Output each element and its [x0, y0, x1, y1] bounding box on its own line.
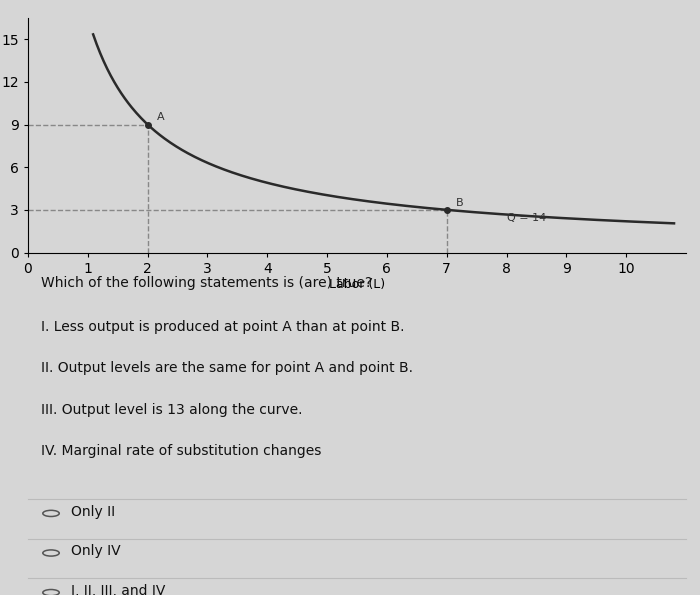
Text: IV. Marginal rate of substitution changes: IV. Marginal rate of substitution change… [41, 444, 321, 458]
Text: III. Output level is 13 along the curve.: III. Output level is 13 along the curve. [41, 403, 302, 416]
Text: I, II, III, and IV: I, II, III, and IV [71, 584, 165, 595]
Text: I. Less output is produced at point A than at point B.: I. Less output is produced at point A th… [41, 320, 405, 334]
Text: Q = 14: Q = 14 [507, 214, 546, 223]
Text: Which of the following statements is (are) true?: Which of the following statements is (ar… [41, 276, 372, 290]
Text: Only IV: Only IV [71, 544, 120, 559]
Text: B: B [456, 198, 463, 208]
X-axis label: Labor (L): Labor (L) [329, 278, 385, 292]
Text: Only II: Only II [71, 505, 115, 519]
Text: II. Output levels are the same for point A and point B.: II. Output levels are the same for point… [41, 361, 413, 375]
Text: A: A [157, 112, 164, 123]
